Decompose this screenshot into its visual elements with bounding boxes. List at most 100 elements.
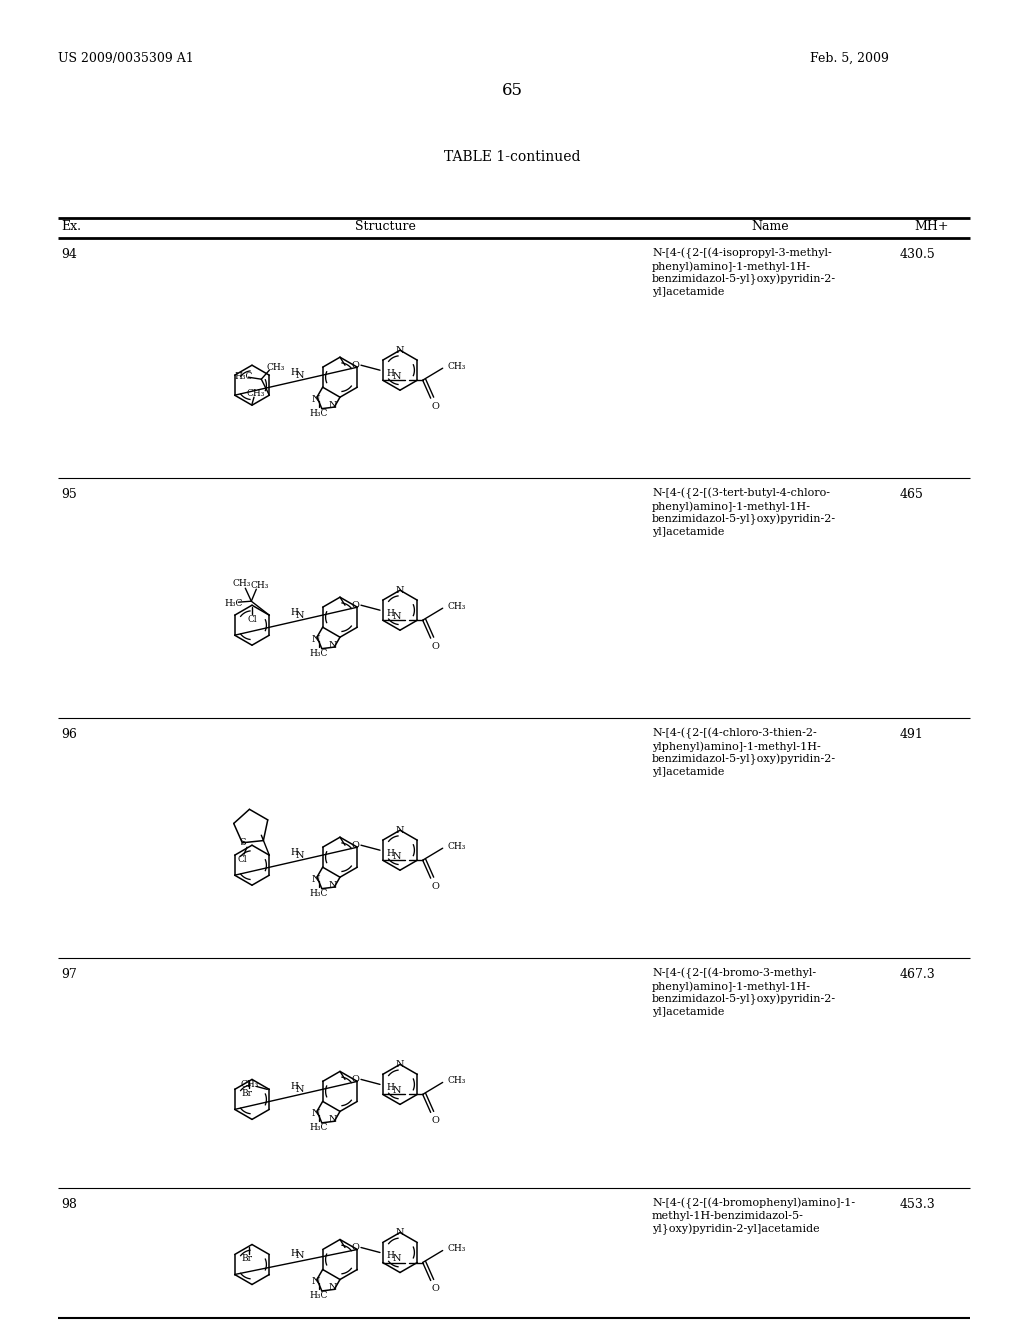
Text: N: N <box>392 372 401 380</box>
Text: CH₃: CH₃ <box>447 362 466 371</box>
Text: O: O <box>432 1284 439 1294</box>
Text: 430.5: 430.5 <box>900 248 936 261</box>
Text: H: H <box>387 609 394 618</box>
Text: N: N <box>311 1109 321 1118</box>
Text: O: O <box>432 642 439 651</box>
Text: H: H <box>290 1082 298 1090</box>
Text: phenyl)amino]-1-methyl-1H-: phenyl)amino]-1-methyl-1H- <box>652 261 811 272</box>
Text: Br: Br <box>242 1254 253 1263</box>
Text: N: N <box>329 1115 338 1123</box>
Text: TABLE 1-continued: TABLE 1-continued <box>443 150 581 164</box>
Text: N: N <box>329 1283 338 1292</box>
Text: N: N <box>296 850 304 859</box>
Text: benzimidazol-5-yl}oxy)pyridin-2-: benzimidazol-5-yl}oxy)pyridin-2- <box>652 275 837 285</box>
Text: CH₃: CH₃ <box>447 1243 466 1253</box>
Text: H: H <box>387 849 394 858</box>
Text: O: O <box>432 1115 439 1125</box>
Text: CH₃: CH₃ <box>232 578 251 587</box>
Text: H: H <box>290 368 298 376</box>
Text: CH₃: CH₃ <box>447 842 466 850</box>
Text: 453.3: 453.3 <box>900 1199 936 1210</box>
Text: N: N <box>395 826 404 834</box>
Text: H: H <box>290 1249 298 1258</box>
Text: N: N <box>395 346 404 355</box>
Text: N: N <box>395 1228 404 1237</box>
Text: CH₃: CH₃ <box>447 1076 466 1085</box>
Text: N: N <box>392 851 401 861</box>
Text: O: O <box>351 841 359 850</box>
Text: H: H <box>290 607 298 616</box>
Text: yl]acetamide: yl]acetamide <box>652 767 724 777</box>
Text: N-[4-({2-[(4-bromophenyl)amino]-1-: N-[4-({2-[(4-bromophenyl)amino]-1- <box>652 1199 855 1209</box>
Text: N-[4-({2-[(3-tert-butyl-4-chloro-: N-[4-({2-[(3-tert-butyl-4-chloro- <box>652 488 830 499</box>
Text: 465: 465 <box>900 488 924 502</box>
Text: O: O <box>432 401 439 411</box>
Text: Feb. 5, 2009: Feb. 5, 2009 <box>810 51 889 65</box>
Text: N: N <box>296 611 304 619</box>
Text: H: H <box>387 1082 394 1092</box>
Text: H₃C: H₃C <box>310 409 328 417</box>
Text: CH₃: CH₃ <box>250 581 268 590</box>
Text: 96: 96 <box>61 729 77 741</box>
Text: CH₃: CH₃ <box>247 388 265 397</box>
Text: 65: 65 <box>502 82 522 99</box>
Text: benzimidazol-5-yl}oxy)pyridin-2-: benzimidazol-5-yl}oxy)pyridin-2- <box>652 994 837 1006</box>
Text: N: N <box>392 1254 401 1263</box>
Text: Structure: Structure <box>354 220 416 234</box>
Text: N: N <box>392 611 401 620</box>
Text: N: N <box>296 1085 304 1094</box>
Text: N-[4-({2-[(4-chloro-3-thien-2-: N-[4-({2-[(4-chloro-3-thien-2- <box>652 729 817 739</box>
Text: phenyl)amino]-1-methyl-1H-: phenyl)amino]-1-methyl-1H- <box>652 502 811 512</box>
Text: S: S <box>239 838 246 847</box>
Text: phenyl)amino]-1-methyl-1H-: phenyl)amino]-1-methyl-1H- <box>652 981 811 991</box>
Text: yl]acetamide: yl]acetamide <box>652 527 724 537</box>
Text: US 2009/0035309 A1: US 2009/0035309 A1 <box>58 51 194 65</box>
Text: H₃C: H₃C <box>310 888 328 898</box>
Text: yl]acetamide: yl]acetamide <box>652 1007 724 1016</box>
Text: methyl-1H-benzimidazol-5-: methyl-1H-benzimidazol-5- <box>652 1210 804 1221</box>
Text: 467.3: 467.3 <box>900 968 936 981</box>
Text: H: H <box>290 847 298 857</box>
Text: N: N <box>395 586 404 595</box>
Text: 94: 94 <box>61 248 77 261</box>
Text: N: N <box>392 1086 401 1094</box>
Text: Ex.: Ex. <box>61 220 81 234</box>
Text: H₃C: H₃C <box>310 648 328 657</box>
Text: H₃C: H₃C <box>310 1123 328 1131</box>
Text: H₃C: H₃C <box>310 1291 328 1300</box>
Text: N: N <box>311 875 321 883</box>
Text: N: N <box>329 880 338 890</box>
Text: H: H <box>387 1251 394 1261</box>
Text: N-[4-({2-[(4-bromo-3-methyl-: N-[4-({2-[(4-bromo-3-methyl- <box>652 968 816 979</box>
Text: Br: Br <box>242 1089 253 1098</box>
Text: N: N <box>311 1276 321 1286</box>
Text: O: O <box>432 882 439 891</box>
Text: benzimidazol-5-yl}oxy)pyridin-2-: benzimidazol-5-yl}oxy)pyridin-2- <box>652 754 837 766</box>
Text: N-[4-({2-[(4-isopropyl-3-methyl-: N-[4-({2-[(4-isopropyl-3-methyl- <box>652 248 831 259</box>
Text: Name: Name <box>752 220 788 234</box>
Text: ylphenyl)amino]-1-methyl-1H-: ylphenyl)amino]-1-methyl-1H- <box>652 741 821 751</box>
Text: N: N <box>311 395 321 404</box>
Text: N: N <box>329 640 338 649</box>
Text: 97: 97 <box>61 968 77 981</box>
Text: N: N <box>395 1060 404 1069</box>
Text: N: N <box>329 400 338 409</box>
Text: 491: 491 <box>900 729 924 741</box>
Text: N: N <box>311 635 321 644</box>
Text: Cl: Cl <box>247 615 257 624</box>
Text: N: N <box>296 371 304 380</box>
Text: H₃C: H₃C <box>224 599 243 607</box>
Text: O: O <box>351 360 359 370</box>
Text: yl}oxy)pyridin-2-yl]acetamide: yl}oxy)pyridin-2-yl]acetamide <box>652 1224 819 1236</box>
Text: CH₃: CH₃ <box>266 363 285 372</box>
Text: CH₃: CH₃ <box>241 1080 258 1089</box>
Text: O: O <box>351 1074 359 1084</box>
Text: 95: 95 <box>61 488 77 502</box>
Text: O: O <box>351 1243 359 1251</box>
Text: MH+: MH+ <box>914 220 949 234</box>
Text: CH₃: CH₃ <box>447 602 466 611</box>
Text: yl]acetamide: yl]acetamide <box>652 286 724 297</box>
Text: H: H <box>387 368 394 378</box>
Text: O: O <box>351 601 359 610</box>
Text: N: N <box>296 1251 304 1261</box>
